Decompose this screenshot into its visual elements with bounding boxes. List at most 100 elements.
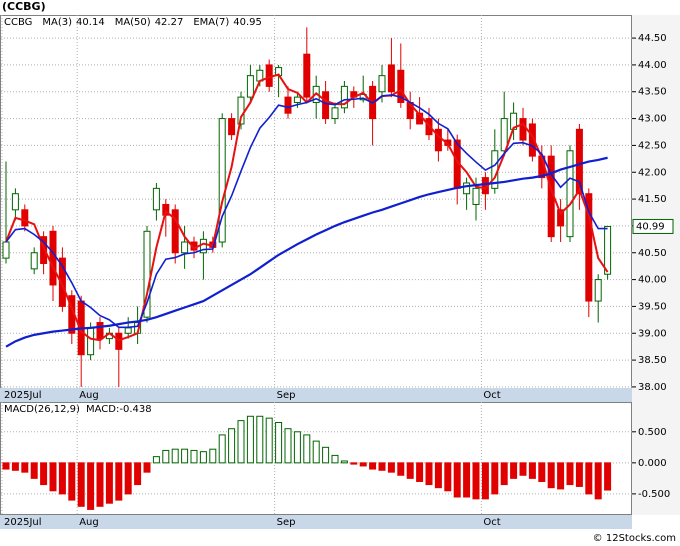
macd-bar <box>293 431 301 464</box>
macd-bar <box>284 428 292 464</box>
macd-bar <box>585 462 593 495</box>
macd-bar <box>387 462 395 473</box>
macd-bar <box>510 462 518 479</box>
candle-body <box>228 118 236 136</box>
macd-bar <box>105 462 113 504</box>
x-tick-label: 2025Jul <box>4 390 42 401</box>
y-tick-label: 0.500 <box>638 427 667 438</box>
macd-bar <box>181 448 189 464</box>
x-tick-label: Oct <box>483 517 500 528</box>
macd-bar <box>434 462 442 489</box>
macd-bar <box>416 462 424 482</box>
macd-bar <box>444 462 452 492</box>
candle-body <box>472 187 480 205</box>
candle-body <box>171 209 179 254</box>
macd-bar <box>359 462 367 467</box>
macd-bar <box>228 428 236 464</box>
macd-bar <box>2 462 10 470</box>
macd-bar <box>604 462 612 491</box>
macd-bar <box>378 462 386 471</box>
legend-value: 40.95 <box>233 17 262 28</box>
macd-bar <box>265 417 273 464</box>
macd-bar <box>199 451 207 464</box>
candle-body <box>397 69 405 103</box>
candle-body <box>87 327 95 356</box>
macd-bar <box>87 462 95 510</box>
macd-bar <box>594 462 602 500</box>
macd-bar <box>538 462 546 482</box>
line-series <box>5 156 608 348</box>
last-price: 40.99 <box>636 221 665 232</box>
candle-body <box>528 123 536 157</box>
y-tick-label: 38.00 <box>638 382 667 393</box>
macd-bar <box>557 462 565 490</box>
macd-bar <box>463 462 471 498</box>
macd-bar <box>491 462 499 495</box>
macd-bar <box>350 462 358 465</box>
y-tick-label: 42.00 <box>638 167 667 178</box>
last-price-box <box>632 218 674 234</box>
candle-body <box>387 64 395 93</box>
macd-bar <box>115 462 123 501</box>
candle-body <box>115 332 123 350</box>
macd-bar <box>340 460 348 464</box>
candle-body <box>585 193 593 302</box>
candle-body <box>124 327 132 334</box>
candle-body <box>30 252 38 270</box>
candle-body <box>246 75 254 98</box>
macd-bar <box>30 462 38 479</box>
candle-body <box>434 128 442 152</box>
candle-body <box>218 118 226 243</box>
macd-bar <box>369 462 377 470</box>
macd-bar <box>237 420 245 464</box>
candle-body <box>557 209 565 227</box>
x-tick-label: Oct <box>483 390 500 401</box>
chart-title: (CCBG) <box>2 0 46 13</box>
y-tick-label: 43.50 <box>638 87 667 98</box>
candle-body <box>2 241 10 259</box>
candle-body <box>604 225 612 275</box>
date-band <box>0 388 632 402</box>
macd-value: MACD:-0.438 <box>86 404 152 415</box>
x-tick-label: Sep <box>277 390 296 401</box>
macd-bar <box>162 449 170 464</box>
y-tick-label: 40.00 <box>638 275 667 286</box>
macd-bar <box>481 462 489 500</box>
y-tick-label: 39.00 <box>638 328 667 339</box>
macd-bar <box>397 462 405 476</box>
macd-bar <box>500 462 508 486</box>
macd-bar <box>21 462 29 473</box>
legend-name: EMA(7) <box>193 17 229 28</box>
candle-body <box>500 118 508 152</box>
macd-bar <box>218 434 226 464</box>
candle-body <box>96 322 104 340</box>
y-tick-label: 39.50 <box>638 301 667 312</box>
candle-body <box>152 187 160 211</box>
macd-bar <box>190 449 198 464</box>
axis-area <box>632 15 680 515</box>
macd-bar <box>49 462 57 492</box>
macd-bar <box>256 415 264 464</box>
macd-bar <box>472 462 480 500</box>
candle-body <box>58 257 66 307</box>
y-tick-label: 38.50 <box>638 355 667 366</box>
legend-value: 40.14 <box>76 17 105 28</box>
macd-bar <box>453 462 461 498</box>
macd-bar <box>303 434 311 464</box>
candle-body <box>303 53 311 98</box>
macd-bar <box>40 462 48 486</box>
macd-bar <box>58 462 66 495</box>
candle-body <box>284 96 292 114</box>
candle-body <box>11 193 19 211</box>
candle-body <box>378 75 386 93</box>
x-tick-label: Sep <box>277 517 296 528</box>
candle-body <box>40 236 48 264</box>
macd-bar <box>134 462 142 486</box>
y-tick-label: 40.50 <box>638 248 667 259</box>
macd-bar <box>68 462 76 501</box>
legend-value: 42.27 <box>155 17 184 28</box>
macd-bar <box>528 462 536 479</box>
macd-panel <box>0 402 632 515</box>
